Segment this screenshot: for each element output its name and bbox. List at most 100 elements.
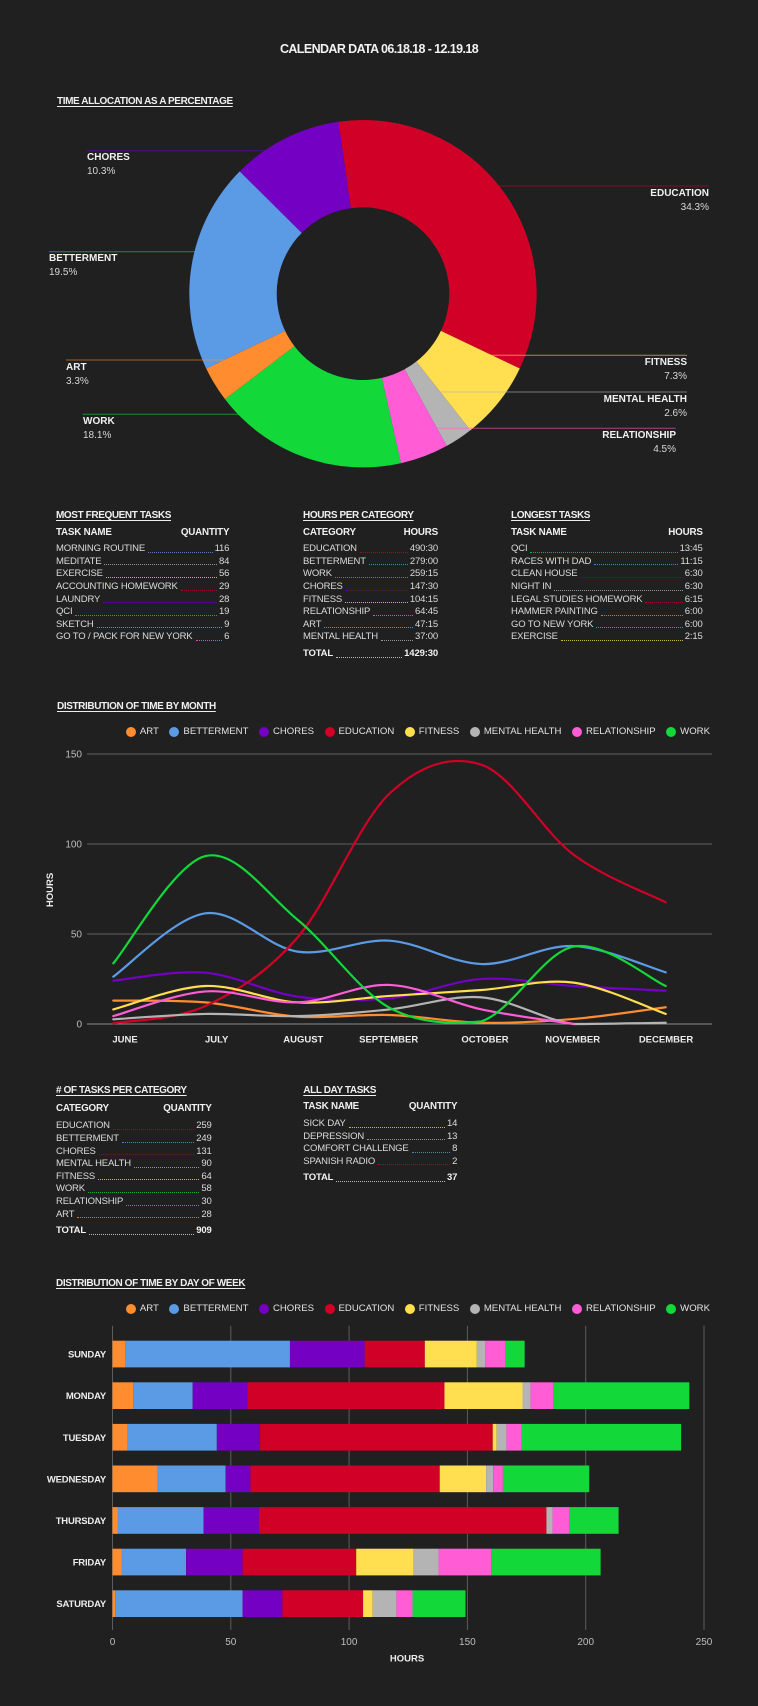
dotted-leader	[600, 614, 683, 616]
bar-segment-relationship	[438, 1548, 492, 1576]
table-row: QCI 13:45	[511, 543, 703, 556]
dotted-leader	[126, 1204, 200, 1206]
legend-item-education: EDUCATION	[324, 726, 394, 738]
bar-segment-betterment	[117, 1507, 204, 1534]
line-series-art	[112, 999, 667, 1024]
row-label: WORK	[303, 568, 332, 580]
legend-dot-icon	[571, 1304, 582, 1314]
legend-dot-icon	[258, 1304, 269, 1314]
dotted-leader	[133, 1166, 200, 1168]
y-category-label: SUNDAY	[68, 1350, 107, 1361]
row-label: MORNING ROUTINE	[56, 543, 146, 555]
bar-segment-work	[505, 1340, 525, 1368]
row-label: BETTERMENT	[56, 1132, 119, 1144]
column-header-hours: HOURS	[403, 526, 439, 538]
table-header: TASK NAME HOURS	[511, 527, 703, 539]
pie-label-name: EDUCATION	[650, 188, 709, 199]
table-row: MENTAL HEALTH 90	[56, 1158, 212, 1171]
x-tick-label: 200	[577, 1637, 594, 1648]
bar-segment-chores	[242, 1590, 283, 1617]
tasks-per-category-table: # OF TASKS PER CATEGORY CATEGORY QUANTIT…	[56, 1085, 212, 1238]
row-value: 28	[201, 1208, 212, 1220]
row-label: RACES WITH DAD	[511, 555, 592, 567]
row-value: 13:45	[679, 543, 703, 555]
pie-label-name: CHORES	[87, 152, 130, 163]
row-value: 84	[219, 555, 230, 567]
dotted-leader	[594, 564, 679, 566]
legend-label: MENTAL HEALTH	[483, 1303, 562, 1314]
donut-slice-work	[224, 346, 401, 468]
dotted-leader	[77, 1217, 200, 1219]
bar-segment-relationship	[552, 1507, 570, 1534]
row-label: RELATIONSHIP	[303, 606, 371, 618]
row-value: 279:00	[409, 555, 438, 567]
dotted-leader	[87, 1191, 200, 1193]
legend-item-betterment: BETTERMENT	[169, 1303, 248, 1315]
legend-dot-icon	[125, 727, 136, 737]
table-row: CLEAN HOUSE 6:30	[511, 568, 703, 581]
dotted-leader	[104, 564, 218, 566]
pie-label-art: ART 3.3%	[66, 362, 89, 388]
pie-label-percent: 18.1%	[83, 429, 112, 441]
table-row: COMFORT CHALLENGE 8	[303, 1143, 457, 1156]
dotted-leader	[103, 602, 218, 604]
row-value: 29	[219, 580, 230, 592]
table-row: WORK 58	[56, 1183, 212, 1196]
legend-label: MENTAL HEALTH	[483, 726, 562, 737]
bar-segment-work	[569, 1507, 619, 1534]
row-label: COMFORT CHALLENGE	[303, 1143, 409, 1155]
bar-segment-art	[112, 1423, 128, 1451]
row-value: 131	[196, 1145, 212, 1157]
bar-segment-work	[553, 1382, 690, 1409]
row-value: 14	[447, 1117, 458, 1129]
legend-dot-icon	[469, 1304, 480, 1314]
table-row: FITNESS 64	[56, 1171, 212, 1184]
dotted-leader	[105, 576, 218, 578]
table-title: MOST FREQUENT TASKS	[56, 509, 171, 521]
bar-segment-art	[112, 1465, 158, 1493]
table-body: EDUCATION 259 BETTERMENT 249 CHORES 131 MENTAL…	[56, 1120, 212, 1221]
dotted-leader	[348, 1126, 446, 1128]
table-row: RELATIONSHIP 64:45	[303, 606, 438, 619]
row-value: 64:45	[414, 606, 438, 618]
row-label: GO TO / PACK FOR NEW YORK	[56, 631, 193, 643]
row-label: CHORES	[303, 580, 343, 592]
page-title: CALENDAR DATA 06.18.18 - 12.19.18	[279, 42, 479, 56]
legend-item-betterment: BETTERMENT	[169, 726, 248, 738]
column-header-task-name: TASK NAME	[303, 1101, 360, 1113]
bar-segment-art	[112, 1340, 126, 1368]
pie-label-percent: 10.3%	[87, 165, 116, 177]
pie-label-name: ART	[66, 362, 87, 373]
line-series-fitness	[112, 980, 667, 1016]
row-label: NIGHT IN	[511, 580, 552, 592]
legend-dot-icon	[404, 1304, 415, 1314]
table-row: LAUNDRY 28	[56, 594, 229, 607]
row-label: BETTERMENT	[303, 555, 366, 567]
bar-segment-mental-health	[476, 1340, 486, 1368]
bar-segment-fitness	[444, 1382, 523, 1409]
row-value: 47:15	[414, 618, 438, 630]
legend-label: BETTERMENT	[183, 726, 249, 737]
donut-slice-education	[338, 120, 537, 369]
row-label: ACCOUNTING HOMEWORK	[56, 580, 178, 592]
y-category-label: SATURDAY	[56, 1599, 106, 1610]
section-heading-time-allocation: TIME ALLOCATION AS A PERCENTAGE	[57, 95, 233, 107]
table-total-row: TOTAL 909	[56, 1225, 212, 1238]
dotted-leader	[380, 639, 413, 641]
dotted-leader	[345, 602, 408, 604]
x-tick-label: OCTOBER	[461, 1035, 508, 1046]
bar-segment-mental-health	[546, 1507, 553, 1534]
bar-segment-fitness	[356, 1548, 414, 1576]
row-label: HAMMER PAINTING	[511, 606, 598, 618]
table-row: ACCOUNTING HOMEWORK 29	[56, 581, 229, 594]
bar-segment-fitness	[424, 1340, 477, 1368]
table-row: MENTAL HEALTH 37:00	[303, 631, 438, 644]
row-value: 259:15	[409, 568, 438, 580]
table-row: BETTERMENT 279:00	[303, 556, 438, 569]
row-label: WORK	[56, 1183, 85, 1195]
table-title: # OF TASKS PER CATEGORY	[56, 1084, 187, 1096]
row-value: 249	[196, 1132, 212, 1144]
legend-label: EDUCATION	[338, 1303, 395, 1314]
bar-segment-betterment	[133, 1382, 193, 1409]
bar-segment-art	[112, 1548, 122, 1576]
